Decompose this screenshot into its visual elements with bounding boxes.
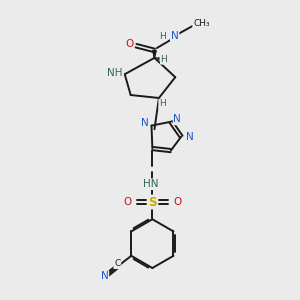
Text: O: O — [123, 197, 131, 207]
Text: O: O — [174, 197, 182, 207]
Text: N: N — [100, 271, 108, 281]
Text: N: N — [186, 132, 194, 142]
Text: CH₃: CH₃ — [193, 19, 210, 28]
Polygon shape — [153, 50, 156, 58]
Text: N: N — [173, 114, 181, 124]
Text: H: H — [160, 55, 167, 64]
Text: H: H — [160, 32, 166, 41]
Text: H: H — [159, 99, 166, 108]
Text: S: S — [148, 196, 157, 208]
Text: NH: NH — [107, 68, 123, 78]
Text: O: O — [125, 40, 133, 50]
Text: N: N — [171, 31, 178, 40]
Text: C: C — [114, 259, 120, 268]
Text: N: N — [141, 118, 149, 128]
Text: HN: HN — [143, 179, 159, 189]
